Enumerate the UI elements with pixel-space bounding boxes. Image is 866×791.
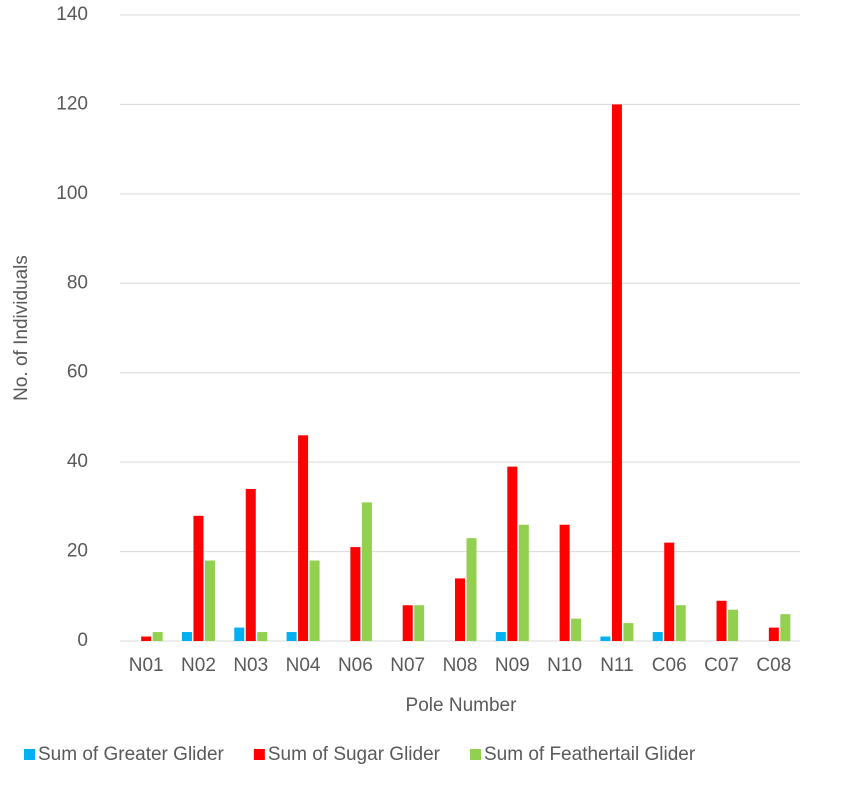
y-tick-label: 60 <box>67 362 88 383</box>
x-tick-label: N10 <box>547 655 582 676</box>
bar <box>414 605 425 641</box>
y-tick-label: 140 <box>56 4 88 25</box>
bar <box>652 632 663 641</box>
bar <box>466 538 477 641</box>
bar <box>257 632 268 641</box>
y-tick-label: 0 <box>77 630 88 651</box>
bar <box>193 515 204 641</box>
bar <box>571 618 582 641</box>
bar <box>780 614 791 641</box>
bar <box>402 605 413 641</box>
x-tick-label: N11 <box>600 655 633 676</box>
bar <box>507 466 518 641</box>
x-tick-label: N02 <box>181 655 216 676</box>
x-tick-label: N07 <box>390 655 425 676</box>
y-tick-label: 20 <box>67 541 88 562</box>
y-tick-label: 120 <box>56 93 88 114</box>
bar <box>286 632 297 641</box>
legend-label: Sum of Greater Glider <box>38 744 225 765</box>
x-tick-label: N01 <box>129 655 164 676</box>
bar <box>152 632 163 641</box>
bar <box>600 636 611 641</box>
bar <box>623 623 634 641</box>
bar <box>309 560 320 641</box>
x-tick-label: C07 <box>704 655 739 676</box>
x-axis-label: Pole Number <box>406 695 518 716</box>
y-tick-label: 100 <box>56 183 88 204</box>
x-tick-label: C06 <box>652 655 687 676</box>
bar <box>611 104 622 641</box>
bar <box>495 632 506 641</box>
y-axis-label: No. of Individuals <box>11 255 32 401</box>
bar <box>298 435 309 641</box>
bar <box>455 578 465 641</box>
y-tick-label: 80 <box>67 272 88 293</box>
bar <box>245 488 256 641</box>
bar <box>518 524 529 641</box>
x-tick-label: N04 <box>286 655 321 676</box>
bar <box>181 632 192 641</box>
x-tick-label: N09 <box>495 655 530 676</box>
bar <box>350 547 361 641</box>
bar <box>234 627 245 641</box>
bar <box>361 502 372 641</box>
bar <box>716 600 727 641</box>
bar <box>559 524 570 641</box>
legend-label: Sum of Sugar Glider <box>268 744 441 765</box>
x-tick-label: C08 <box>756 655 791 676</box>
legend-swatch <box>469 749 481 760</box>
bar <box>664 542 675 641</box>
x-tick-label: N06 <box>338 655 373 676</box>
bar <box>768 627 779 641</box>
bar <box>141 636 152 641</box>
legend-swatch <box>253 749 265 760</box>
x-tick-label: N03 <box>233 655 268 676</box>
bar <box>204 560 215 641</box>
bar <box>675 605 686 641</box>
legend-label: Sum of Feathertail Glider <box>484 744 696 765</box>
x-tick-label: N08 <box>443 655 478 676</box>
y-tick-label: 40 <box>67 451 88 472</box>
bar <box>728 609 739 641</box>
legend-swatch <box>24 749 35 760</box>
